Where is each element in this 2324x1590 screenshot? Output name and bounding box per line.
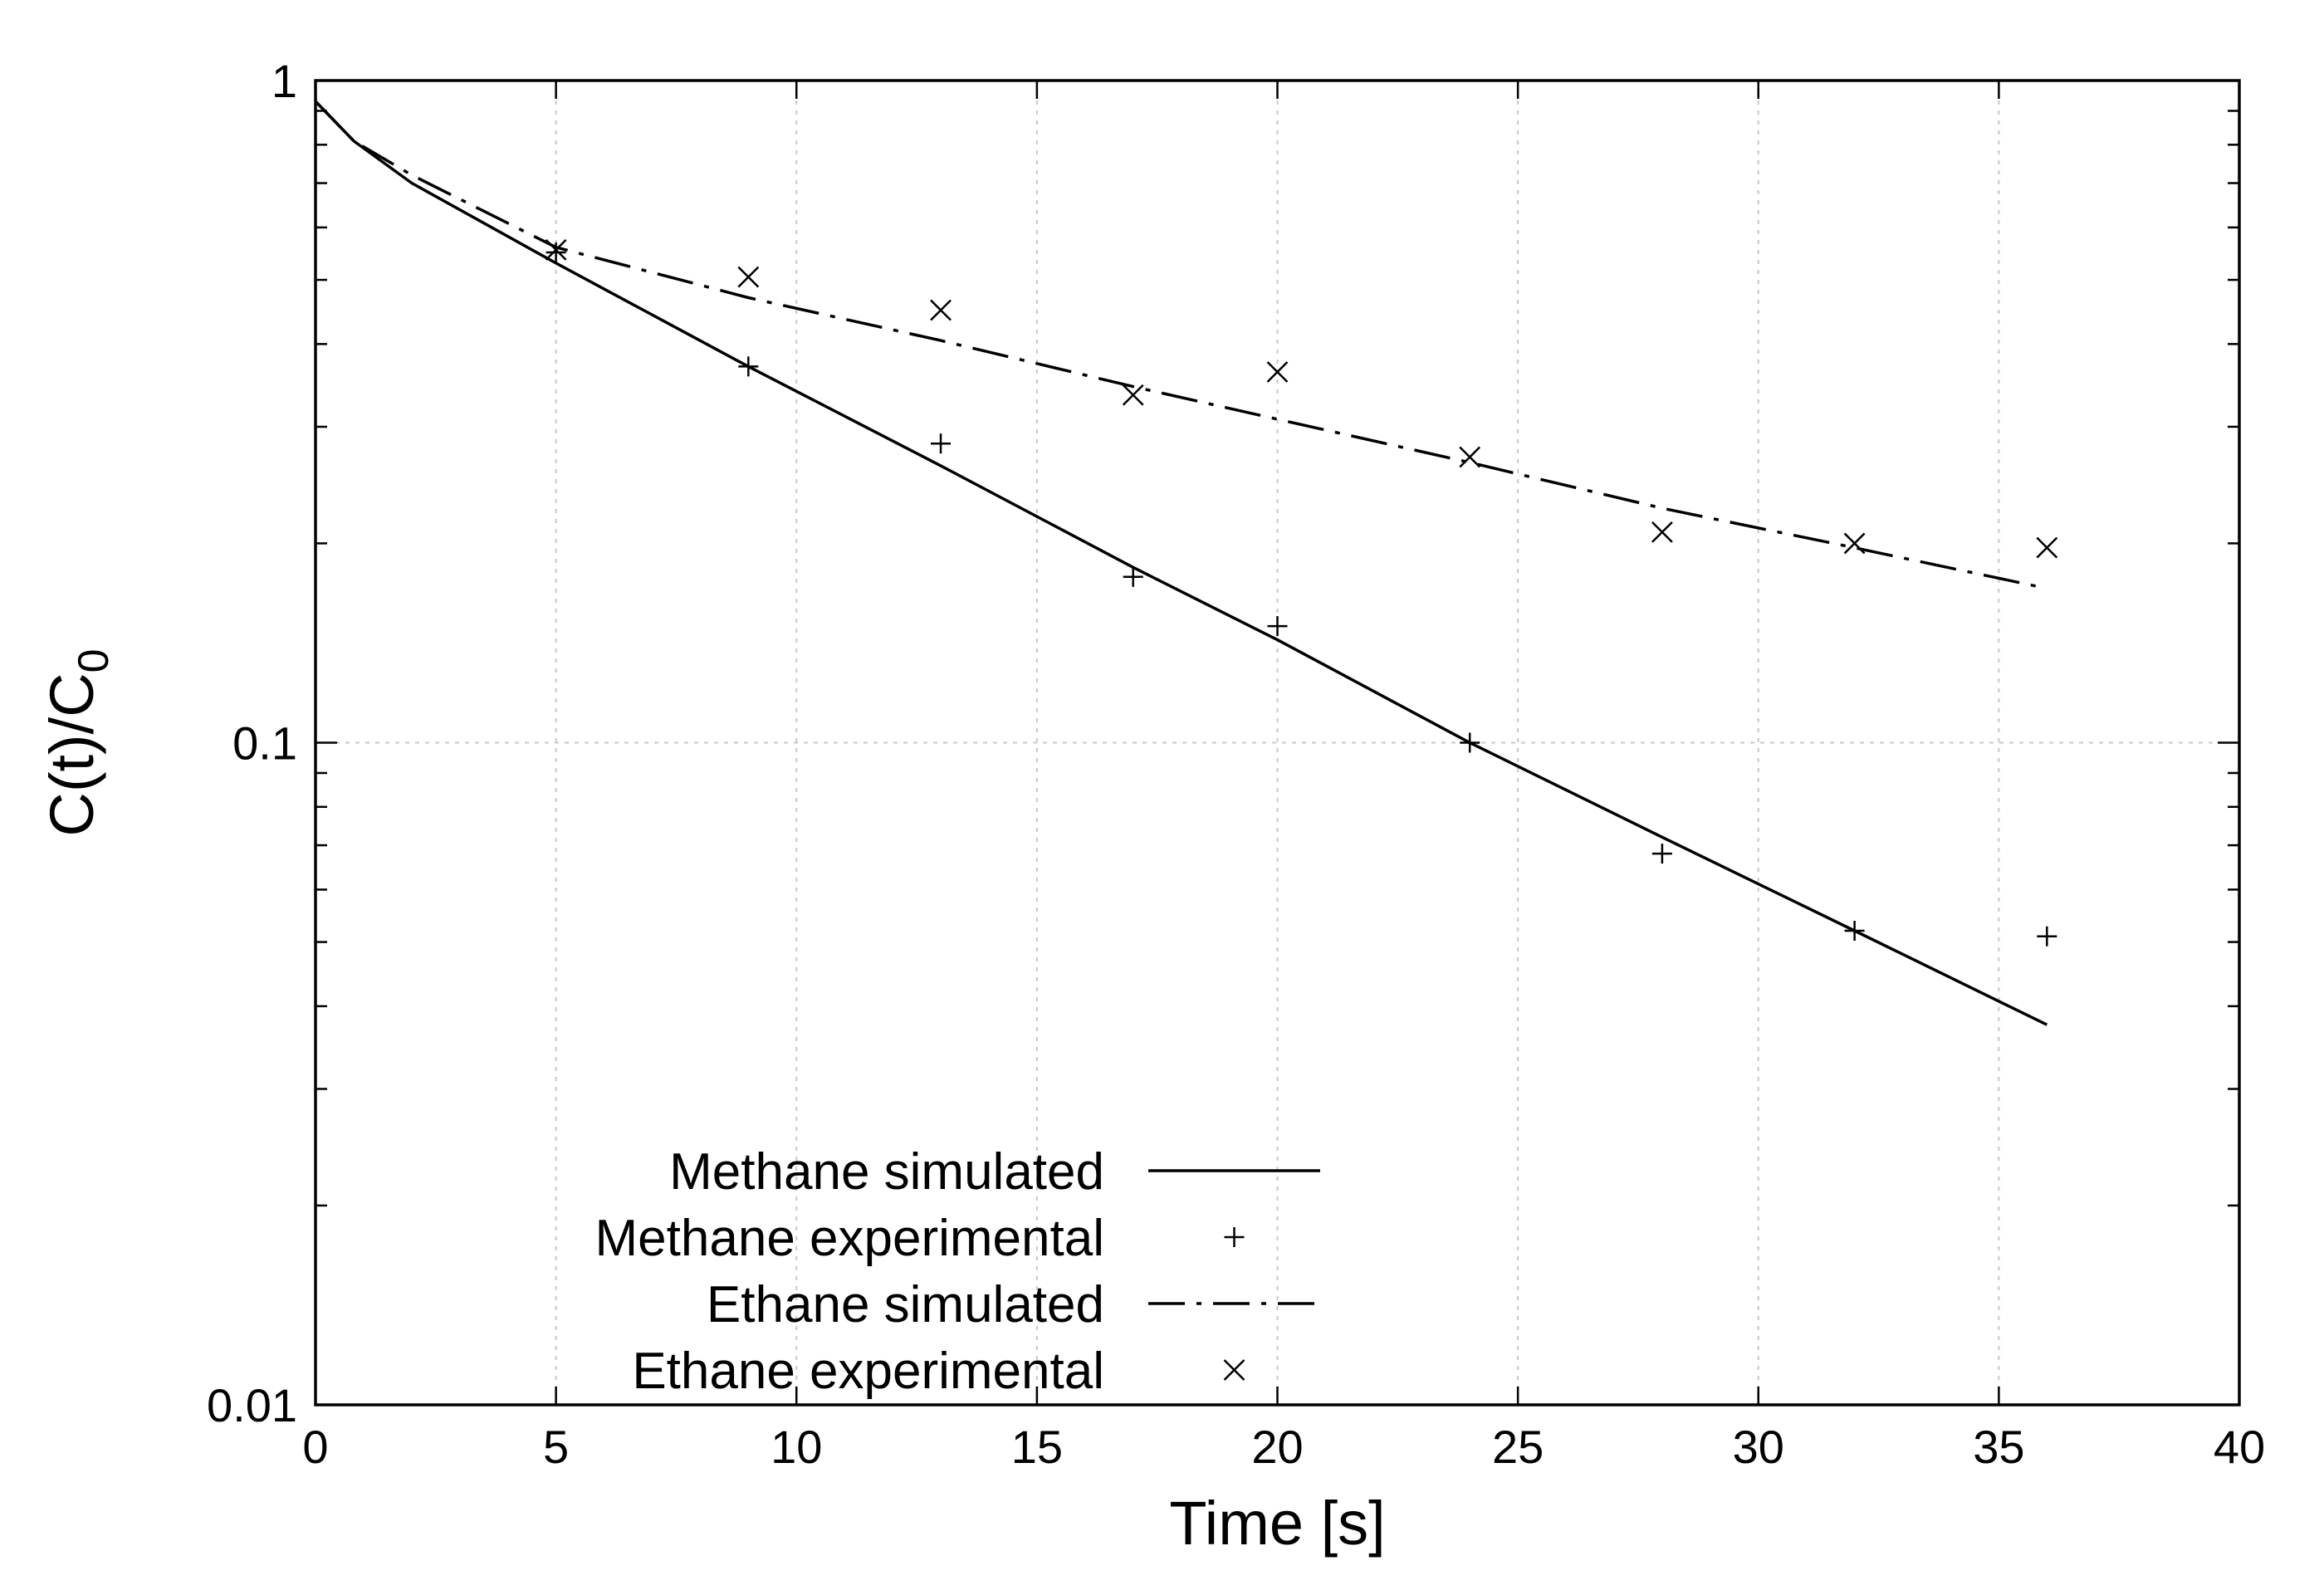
axis-labels: Time [s] C(t)/C0 [37,648,1386,1558]
ethane-simulated-line [314,100,2048,590]
y-axis-title-main: C(t)/C [37,673,106,836]
ethane-experimental-point [1459,446,1481,468]
methane-experimental-point [1844,920,1865,941]
x-tick-label: 40 [2214,1421,2265,1473]
methane-experimental-point [738,356,759,377]
x-tick-label: 35 [1973,1421,2024,1473]
legend-sample-ethane-experimental [1223,1359,1245,1381]
ethane-experimental-point [1266,361,1289,383]
ethane-experimental-point [737,266,760,288]
y-tick-label: 0.01 [207,1379,297,1431]
x-tick-label: 5 [543,1421,569,1473]
y-axis-title-subscript: 0 [70,648,118,673]
methane-experimental-point [1267,616,1288,637]
legend-label-methane-simulated: Methane simulated [669,1143,1104,1201]
plot-series [314,100,2058,1026]
x-tick-label: 15 [1011,1421,1063,1473]
x-tick-label: 10 [771,1421,822,1473]
ethane-experimental-point [1843,532,1866,555]
y-axis-title: C(t)/C0 [37,648,118,836]
legend-label-methane-experimental: Methane experimental [595,1210,1104,1267]
ethane-experimental-point [545,239,567,261]
x-tick-label: 20 [1251,1421,1303,1473]
methane-experimental-point [2037,926,2057,947]
methane-experimental-point [1651,844,1672,864]
axis-ticks: 0 5 10 15 20 25 30 35 40 0.01 0.1 1 [207,55,2265,1473]
legend: Methane simulated Methane experimental Eth… [595,1143,1320,1400]
ethane-experimental-point [2036,536,2058,559]
x-tick-label: 25 [1492,1421,1544,1473]
y-tick-label: 0.1 [232,717,297,770]
ethane-experimental-point [1122,384,1144,406]
methane-simulated-line [314,100,2048,1026]
legend-sample-methane-experimental [1224,1227,1245,1247]
ethane-experimental-point [930,299,952,321]
ethane-experimental-point [1651,521,1673,543]
x-axis-title: Time [s] [1169,1489,1385,1558]
legend-label-ethane-experimental: Ethane experimental [632,1343,1104,1400]
legend-label-ethane-simulated: Ethane simulated [707,1276,1104,1333]
methane-experimental-point [1460,732,1480,753]
grid [316,81,2239,1405]
methane-experimental-point [1123,566,1143,587]
y-tick-label: 1 [272,55,297,107]
x-tick-label: 0 [302,1421,328,1473]
x-tick-label: 30 [1733,1421,1784,1473]
methane-experimental-point [931,433,952,454]
